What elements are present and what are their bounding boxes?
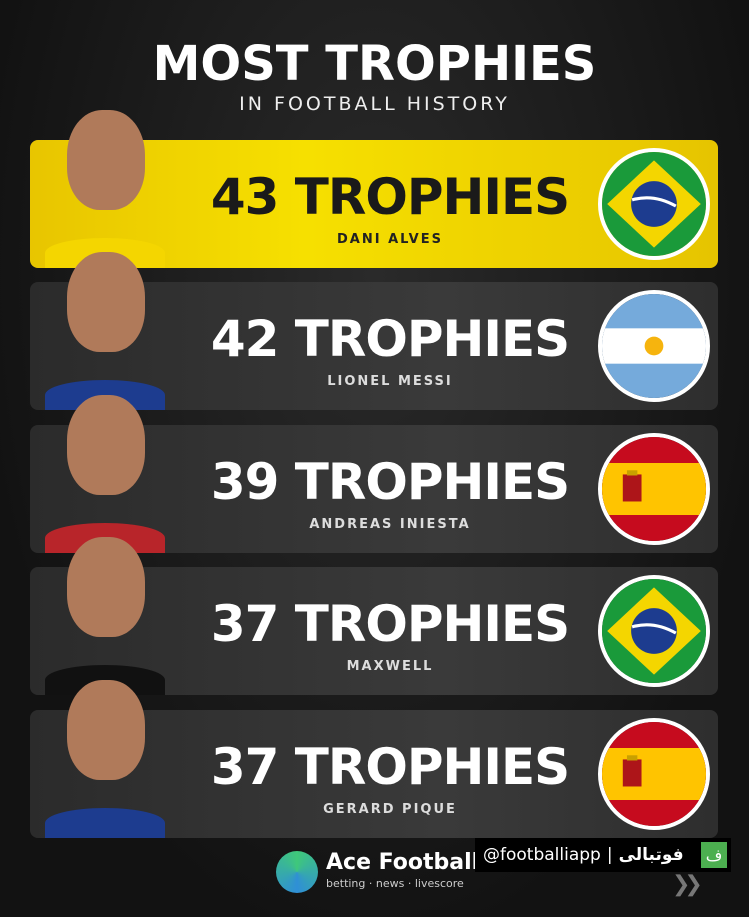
trophy-count: 39 TROPHIES [210,453,570,511]
trophy-count: 42 TROPHIES [210,310,570,368]
watermark-handle: @footballiapp [483,845,601,865]
trophy-count: 43 TROPHIES [210,168,570,226]
player-card: 39 TROPHIES ANDREAS INIESTA [30,395,718,553]
brazil-flag-icon [598,575,710,687]
brazil-flag-icon [598,148,710,260]
argentina-flag-icon [598,290,710,402]
player-photo [45,252,165,410]
player-card: 37 TROPHIES MAXWELL [30,537,718,695]
player-photo [45,537,165,695]
player-card: 42 TROPHIES LIONEL MESSI [30,252,718,410]
player-photo [45,680,165,838]
player-photo [45,110,165,268]
chevrons-icon: ❯❯ [672,872,703,897]
player-photo [45,395,165,553]
player-name: LIONEL MESSI [327,374,453,389]
ace-football-logo-icon [276,851,318,893]
player-name: ANDREAS INIESTA [309,517,471,532]
trophy-count: 37 TROPHIES [210,595,570,653]
brand-name: Ace Football [326,850,480,875]
footballi-icon: ف [701,842,727,868]
player-name: MAXWELL [346,659,434,674]
trophy-count: 37 TROPHIES [210,738,570,796]
player-card: 43 TROPHIES DANI ALVES [30,110,718,268]
page-title: MOST TROPHIES [152,36,597,92]
spain-flag-icon [598,718,710,830]
watermark: @footballiapp | فوتبالی ف [475,838,731,872]
brand-tagline: betting · news · livescore [326,877,464,890]
player-name: DANI ALVES [337,232,443,247]
spain-flag-icon [598,433,710,545]
page-subtitle: IN FOOTBALL HISTORY [239,93,510,115]
watermark-brand: فوتبالی [618,845,684,865]
player-name: GERARD PIQUE [323,802,457,817]
player-card: 37 TROPHIES GERARD PIQUE [30,680,718,838]
